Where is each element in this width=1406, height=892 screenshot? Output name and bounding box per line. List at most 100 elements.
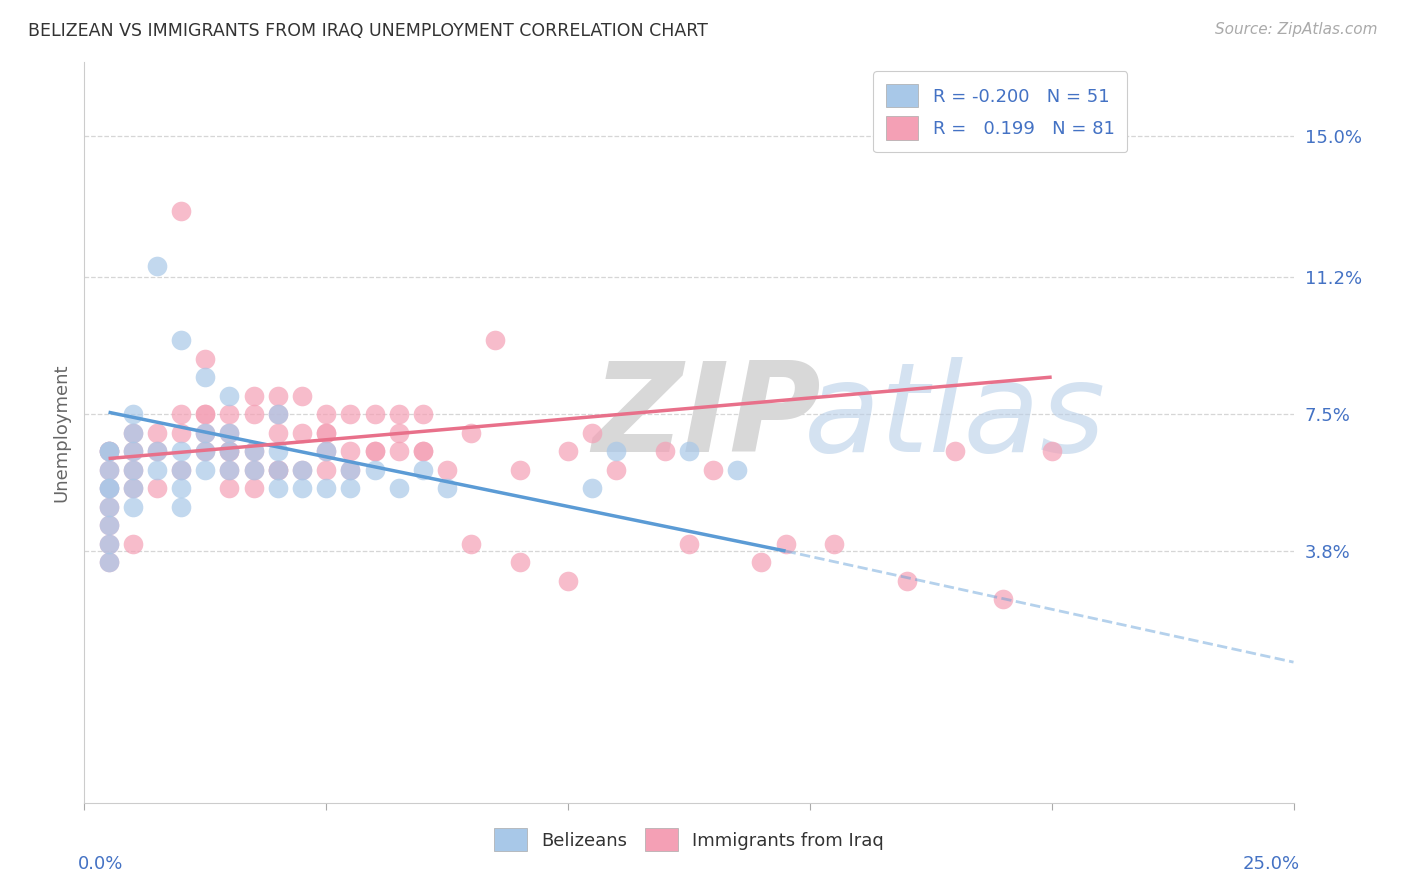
Point [121,462,143,476]
Point [170,462,193,476]
Point [412,444,434,458]
Point [121,500,143,514]
Point [363,462,385,476]
Point [315,462,337,476]
Point [121,425,143,440]
Point [339,481,361,495]
Point [97,462,120,476]
Point [412,462,434,476]
Text: Source: ZipAtlas.com: Source: ZipAtlas.com [1215,22,1378,37]
Point [484,333,506,347]
Point [97,536,120,550]
Point [315,407,337,421]
Point [97,500,120,514]
Point [436,481,458,495]
Point [823,536,845,550]
Point [121,444,143,458]
Point [218,425,240,440]
Point [1040,444,1063,458]
Point [170,481,193,495]
Point [267,462,290,476]
Point [218,407,240,421]
Point [242,481,264,495]
Point [267,407,290,421]
Point [97,555,120,569]
Point [339,407,361,421]
Point [242,389,264,403]
Point [436,462,458,476]
Point [194,425,217,440]
Text: BELIZEAN VS IMMIGRANTS FROM IRAQ UNEMPLOYMENT CORRELATION CHART: BELIZEAN VS IMMIGRANTS FROM IRAQ UNEMPLO… [28,22,709,40]
Point [460,536,482,550]
Point [242,462,264,476]
Point [194,462,217,476]
Point [218,444,240,458]
Point [97,444,120,458]
Point [242,407,264,421]
Point [291,481,314,495]
Point [97,500,120,514]
Point [267,462,290,476]
Point [993,592,1015,607]
Point [267,481,290,495]
Point [267,425,290,440]
Point [170,425,193,440]
Point [218,389,240,403]
Point [218,481,240,495]
Point [678,444,700,458]
Point [170,333,193,347]
Point [363,444,385,458]
Point [121,407,143,421]
Point [751,555,773,569]
Point [97,444,120,458]
Point [146,425,169,440]
Point [97,518,120,533]
Point [557,444,579,458]
Point [218,444,240,458]
Point [146,481,169,495]
Point [388,407,411,421]
Point [97,481,120,495]
Point [170,500,193,514]
Point [97,536,120,550]
Point [654,444,676,458]
Point [388,425,411,440]
Point [267,462,290,476]
Point [97,555,120,569]
Point [775,536,797,550]
Point [267,407,290,421]
Point [267,389,290,403]
Point [267,444,290,458]
Point [97,481,120,495]
Point [146,462,169,476]
Point [315,481,337,495]
Point [194,407,217,421]
Point [194,351,217,366]
Legend: Belizeans, Immigrants from Iraq: Belizeans, Immigrants from Iraq [485,819,893,861]
Point [605,444,627,458]
Point [412,407,434,421]
Point [194,370,217,384]
Point [315,444,337,458]
Point [218,462,240,476]
Y-axis label: Unemployment: Unemployment [52,363,70,502]
Point [725,462,748,476]
Text: atlas: atlas [804,358,1107,478]
Point [170,203,193,218]
Point [291,389,314,403]
Point [170,462,193,476]
Point [97,462,120,476]
Point [581,425,603,440]
Point [218,425,240,440]
Text: 0.0%: 0.0% [79,855,124,872]
Point [581,481,603,495]
Point [315,444,337,458]
Point [121,444,143,458]
Point [242,462,264,476]
Point [388,444,411,458]
Point [315,425,337,440]
Point [121,481,143,495]
Point [412,444,434,458]
Point [339,462,361,476]
Point [460,425,482,440]
